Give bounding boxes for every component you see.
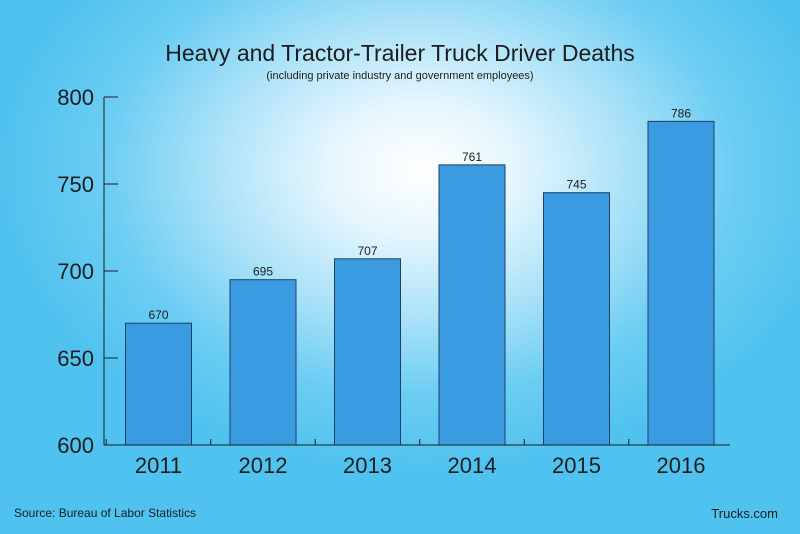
data-label-2011: 670	[148, 308, 168, 322]
data-label-2016: 786	[671, 106, 691, 120]
y-tick-label-800: 800	[57, 85, 94, 110]
bar-2015	[543, 192, 610, 446]
y-tick-label-650: 650	[57, 346, 94, 371]
bar-2013	[334, 258, 401, 446]
brand-label: Trucks.com	[711, 506, 778, 521]
data-label-2014: 761	[462, 150, 482, 164]
bar-2016	[647, 120, 715, 446]
x-tick-label-2015: 2015	[552, 453, 601, 478]
x-tick-label-2011: 2011	[135, 453, 182, 478]
x-tick-label-2012: 2012	[239, 453, 288, 478]
data-label-2015: 745	[566, 178, 586, 192]
source-note: Source: Bureau of Labor Statistics	[14, 506, 197, 520]
x-tick-label-2014: 2014	[448, 453, 497, 478]
bar-2011	[125, 322, 192, 446]
bars-group	[125, 120, 715, 446]
x-tick-label-2013: 2013	[343, 453, 392, 478]
x-tick-label-2016: 2016	[657, 453, 706, 478]
bar-2014	[438, 164, 506, 446]
bar-2012	[229, 279, 297, 446]
y-tick-label-600: 600	[57, 433, 94, 458]
axes-group	[103, 96, 730, 446]
data-label-2012: 695	[253, 265, 273, 279]
chart-subtitle: (including private industry and governme…	[266, 70, 534, 82]
chart-title: Heavy and Tractor-Trailer Truck Driver D…	[165, 40, 635, 66]
y-tick-label-750: 750	[57, 172, 94, 197]
y-tick-label-700: 700	[57, 259, 94, 284]
labels-group: 670 2011 695 2012 707 2013 761 2014 745 2015 786 20…	[57, 85, 705, 478]
data-label-2013: 707	[357, 244, 377, 258]
